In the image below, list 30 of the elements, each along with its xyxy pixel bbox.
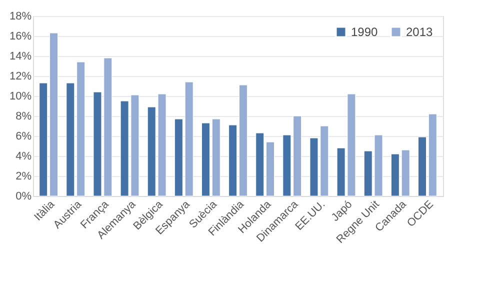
- bar: [184, 82, 194, 196]
- y-tick-label: 4%: [16, 150, 32, 162]
- bar: [401, 150, 410, 196]
- bar: [256, 132, 264, 196]
- bar: [76, 62, 86, 196]
- bar: [66, 82, 75, 196]
- bar: [282, 134, 292, 196]
- y-tick-label: 14%: [9, 50, 32, 62]
- bar: [50, 32, 58, 196]
- y-tick-label: 12%: [9, 70, 32, 82]
- y-tick-label: 8%: [16, 110, 32, 122]
- y-tick-label: 10%: [9, 90, 32, 102]
- y-tick-label: 16%: [9, 30, 32, 42]
- bar: [238, 84, 248, 196]
- bar: [266, 142, 275, 196]
- bar: [428, 114, 437, 196]
- y-tick-label: 0%: [16, 190, 32, 202]
- y-tick-label: 18%: [9, 10, 32, 22]
- bar: [390, 154, 400, 196]
- bar: [39, 82, 48, 196]
- bar: [293, 116, 302, 196]
- y-tick-label: 6%: [16, 130, 32, 142]
- legend-label: 2013: [406, 25, 434, 39]
- bar: [228, 124, 238, 196]
- y-tick-label: 2%: [16, 170, 32, 182]
- bar: [201, 122, 210, 196]
- bar: [418, 136, 426, 196]
- legend-label: 1990: [351, 25, 378, 39]
- bar: [212, 118, 220, 196]
- bar: [174, 118, 183, 196]
